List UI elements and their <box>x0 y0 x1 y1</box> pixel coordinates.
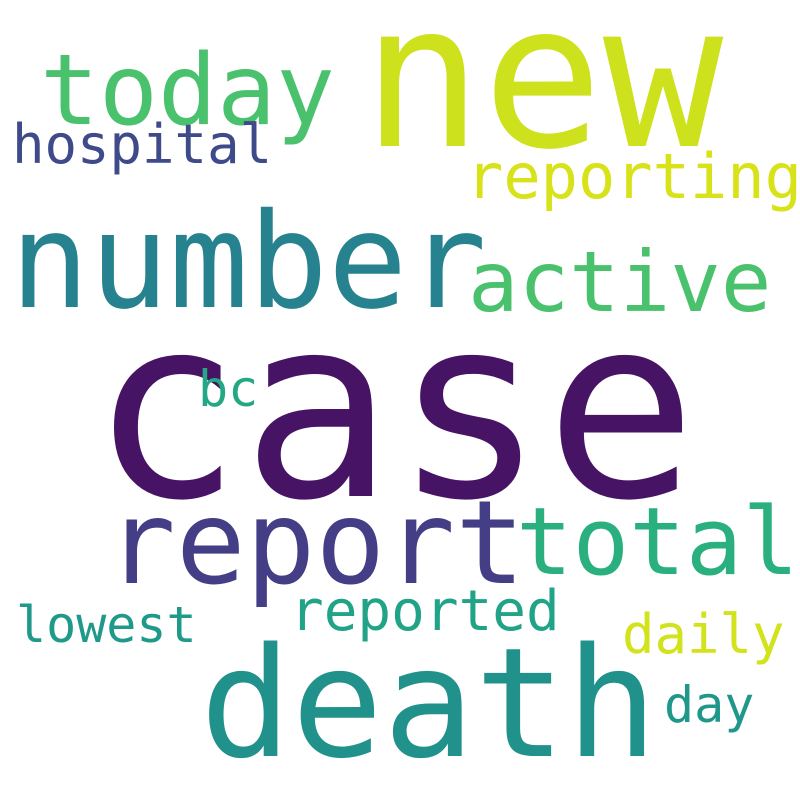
word-daily: daily <box>622 603 785 666</box>
word-reported: reported <box>290 579 560 644</box>
word-total: total <box>516 488 799 597</box>
word-report: report <box>106 476 526 611</box>
word-today: today <box>40 34 336 148</box>
word-lowest: lowest <box>16 596 197 654</box>
word-case: case <box>90 263 697 556</box>
word-reporting: reporting <box>466 140 800 213</box>
word-active: active <box>468 233 772 331</box>
word-number: number <box>10 185 487 339</box>
word-death: death <box>200 615 658 792</box>
word-bc: bc <box>198 360 259 418</box>
word-hospital: hospital <box>12 113 273 176</box>
word-new: new <box>362 0 724 194</box>
word-day: day <box>664 676 755 734</box>
